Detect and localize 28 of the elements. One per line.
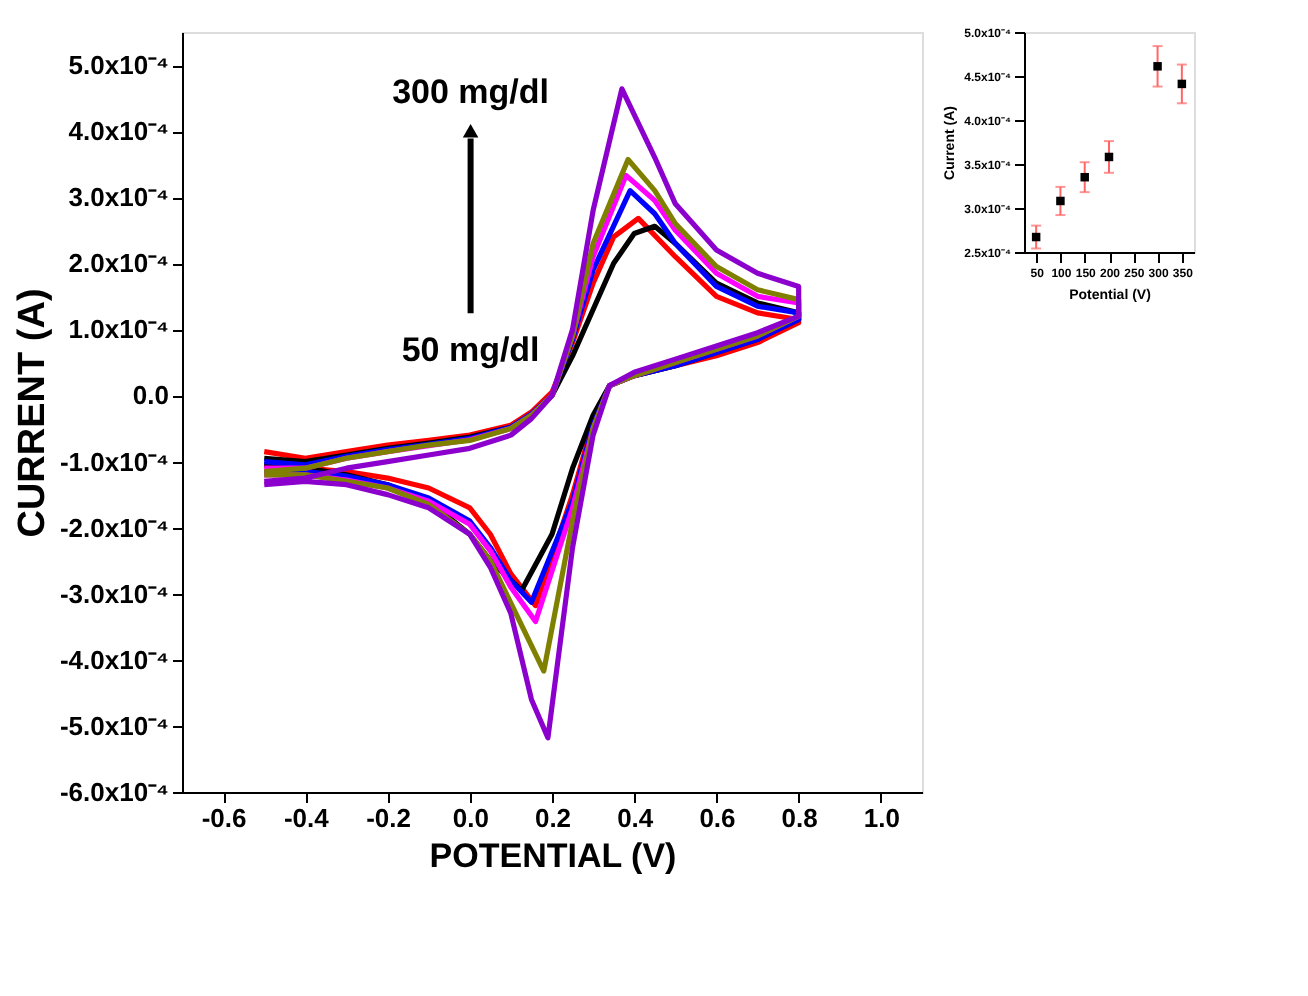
y-tick-label: 1.0x10⁻⁴ [68,314,169,345]
y-tick-label: 3.0x10⁻⁴ [68,182,169,213]
y-tick-label: -3.0x10⁻⁴ [59,578,169,609]
annotation: 50 mg/dl [401,331,540,370]
y-tick-label: 5.0x10⁻⁴ [68,50,169,81]
point [1153,62,1162,71]
x-tick-label: 0.6 [699,803,736,833]
x-tick-label: -0.6 [201,803,247,833]
x-tick-label: -0.2 [366,803,411,833]
y-tick-label: -6.0x10⁻⁴ [59,777,169,807]
y-tick-label: -2.0x10⁻⁴ [59,512,169,543]
x-tick-label: 1.0 [863,803,900,833]
y-tick-label: -5.0x10⁻⁴ [59,710,169,741]
y-axis-title: CURRENT (A) [11,288,54,538]
y-tick-label: 0.0 [132,380,169,411]
x-tick-label: 0.4 [617,803,655,833]
x-tick-label: 0.2 [534,803,572,833]
y-tick-label: -1.0x10⁻⁴ [59,446,169,477]
y-tick-label: -4.0x10⁻⁴ [59,644,169,675]
point [1056,196,1065,206]
annotation: 300 mg/dl [392,72,550,111]
x-axis-title: POTENTIAL (V) [429,837,677,875]
point [1080,172,1089,182]
x-tick-label: 0.0 [452,803,489,833]
y-tick-label: 4.0x10⁻⁴ [68,116,169,147]
x-tick-label: 0.8 [781,803,818,833]
x-tick-label: -0.4 [283,803,331,833]
y-tick-label: 2.0x10⁻⁴ [68,248,169,279]
